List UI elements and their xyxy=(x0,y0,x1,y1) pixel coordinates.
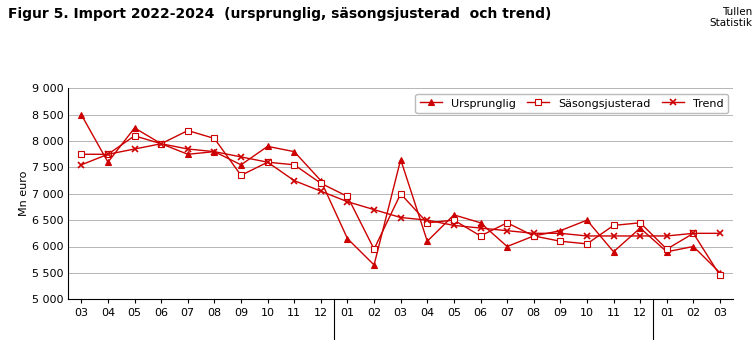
Text: Figur 5. Import 2022-2024  (ursprunglig, säsongsjusterad  och trend): Figur 5. Import 2022-2024 (ursprunglig, … xyxy=(8,7,551,21)
Text: Tullen
Statistik: Tullen Statistik xyxy=(709,7,752,29)
Y-axis label: Mn euro: Mn euro xyxy=(19,171,29,217)
Legend: Ursprunglig, Säsongsjusterad, Trend: Ursprunglig, Säsongsjusterad, Trend xyxy=(416,94,728,113)
